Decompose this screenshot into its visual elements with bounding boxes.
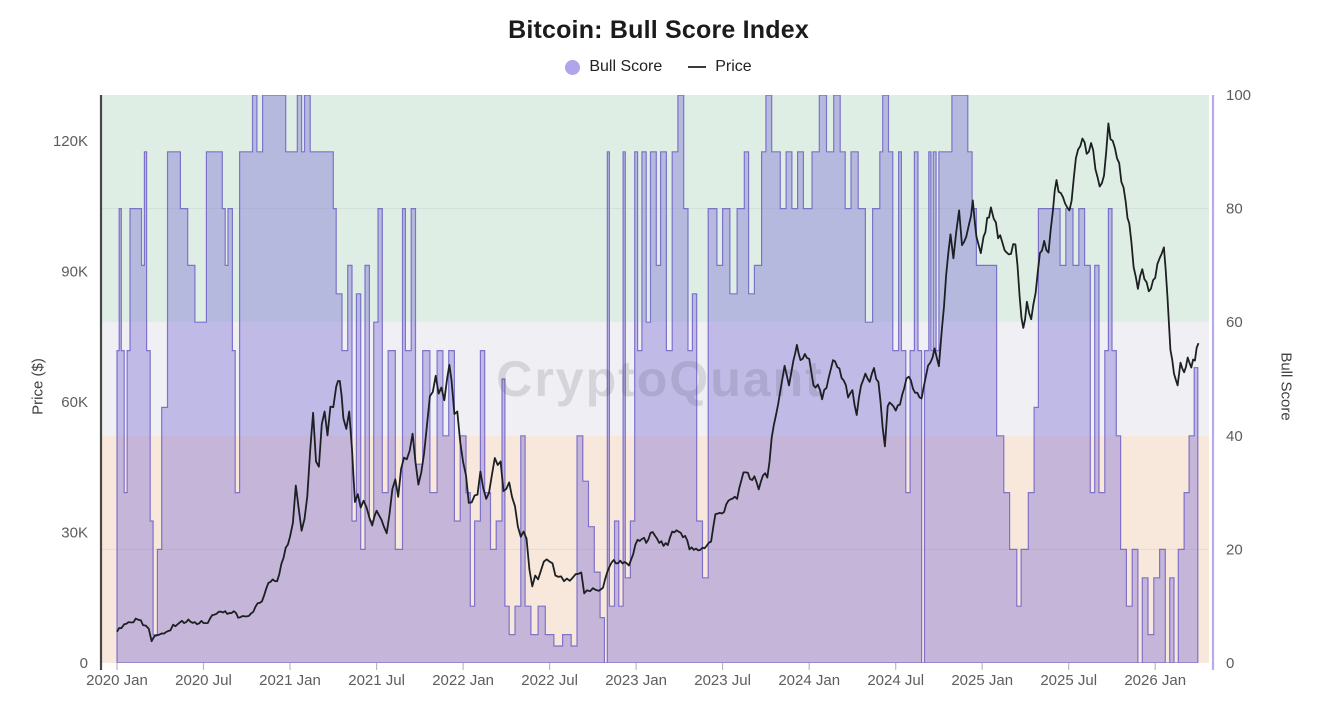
- x-tick-label: 2021 Jul: [348, 672, 405, 689]
- x-tick-label: 2021 Jan: [259, 672, 321, 689]
- price-swatch-icon: [688, 66, 707, 68]
- x-tick-label: 2023 Jan: [605, 672, 667, 689]
- chart-title: Bitcoin: Bull Score Index: [508, 16, 809, 44]
- score-tick-label: 0: [1226, 655, 1234, 672]
- score-tick-label: 100: [1226, 87, 1251, 104]
- y-left-axis-title: Price ($): [29, 358, 47, 415]
- score-tick-label: 80: [1226, 201, 1243, 218]
- price-tick-label: 90K: [61, 263, 88, 280]
- band-neutral-zone: [101, 322, 1209, 436]
- x-tick-label: 2020 Jul: [175, 672, 232, 689]
- x-tick-label: 2022 Jul: [521, 672, 578, 689]
- legend: Bull Score Price: [0, 58, 1317, 76]
- x-tick-label: 2025 Jul: [1040, 672, 1097, 689]
- bull-score-swatch-icon: [565, 59, 581, 75]
- x-tick-label: 2025 Jan: [951, 672, 1013, 689]
- x-tick-label: 2024 Jul: [867, 672, 924, 689]
- price-tick-label: 30K: [61, 524, 88, 541]
- x-tick-label: 2023 Jul: [694, 672, 751, 689]
- score-tick-label: 60: [1226, 314, 1243, 331]
- x-tick-label: 2020 Jan: [86, 672, 148, 689]
- x-tick-label: 2026 Jan: [1124, 672, 1186, 689]
- legend-label-price: Price: [715, 58, 752, 75]
- legend-item-bull-score[interactable]: Bull Score: [565, 58, 662, 76]
- y-right-axis-title: Bull Score: [1277, 352, 1295, 421]
- score-tick-label: 20: [1226, 541, 1243, 558]
- price-tick-label: 0: [80, 655, 88, 672]
- score-tick-label: 40: [1226, 428, 1243, 445]
- price-tick-label: 60K: [61, 394, 88, 411]
- bull-score-area[interactable]: [116, 95, 1199, 663]
- x-tick-label: 2024 Jan: [778, 672, 840, 689]
- legend-item-price[interactable]: Price: [688, 58, 752, 76]
- price-tick-label: 120K: [53, 133, 88, 150]
- price-line[interactable]: [116, 122, 1200, 643]
- watermark: CryptoQuant: [496, 351, 824, 407]
- legend-label-bull-score: Bull Score: [589, 58, 663, 75]
- x-tick-label: 2022 Jan: [432, 672, 494, 689]
